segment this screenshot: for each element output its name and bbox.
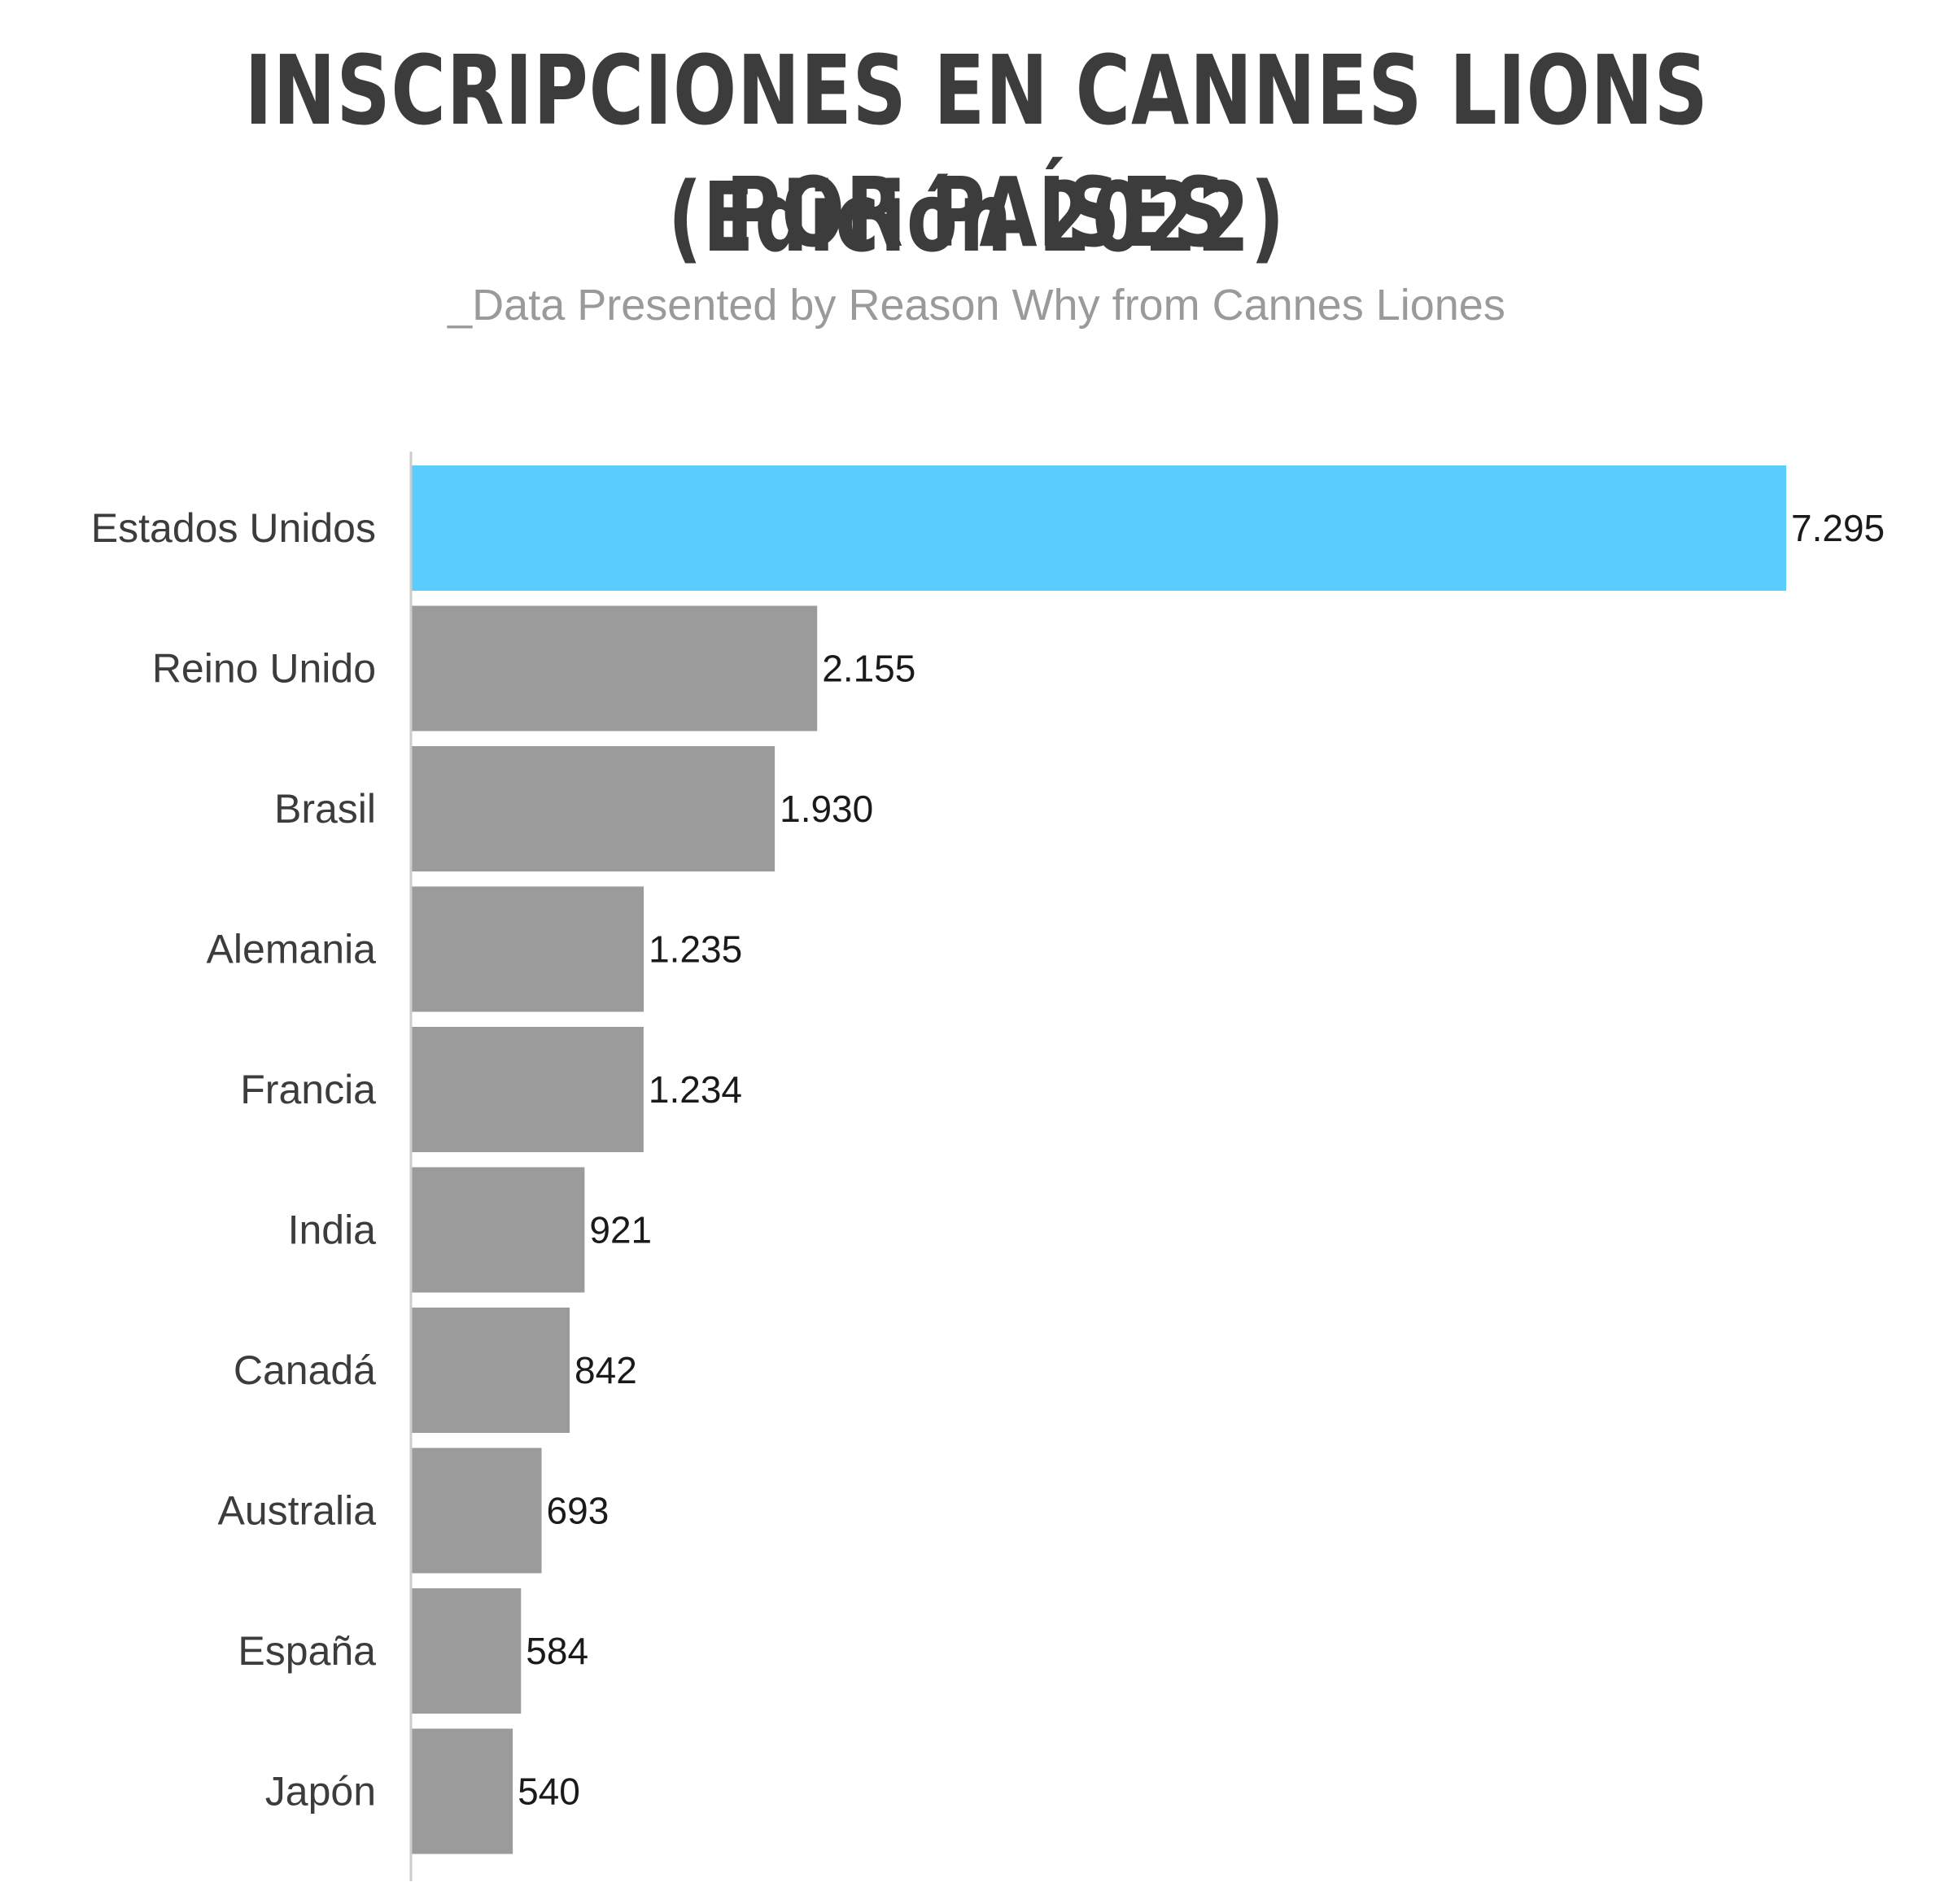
bar-reino-unido [411, 605, 818, 731]
category-label-brasil: Brasil [274, 786, 376, 832]
value-label-estados-unidos: 7.295 [1791, 507, 1885, 549]
category-label-australia: Australia [217, 1488, 376, 1534]
category-label-canada: Canadá [234, 1347, 376, 1393]
bar-alemania [411, 886, 644, 1012]
chart-title-line2: (Edición 2022) [667, 161, 1286, 273]
value-label-francia: 1.234 [649, 1068, 742, 1111]
bar-japon [411, 1728, 513, 1854]
category-label-estados-unidos: Estados Unidos [91, 505, 376, 551]
value-label-espana: 584 [526, 1630, 588, 1672]
value-label-canada: 842 [575, 1349, 637, 1391]
category-labels-group: Estados Unidos Reino Unido Brasil Alemania F… [91, 505, 376, 1814]
value-label-reino-unido: 2.155 [822, 648, 915, 690]
value-label-japon: 540 [518, 1771, 580, 1813]
value-label-alemania: 1.235 [649, 928, 742, 971]
bar-brasil [411, 746, 776, 871]
chart-subtitle: _Data Presented by Reason Why from Canne… [448, 281, 1505, 330]
value-labels-group: 7.295 2.155 1.930 1.235 1.234 921 842 693 584 540 [518, 507, 1885, 1813]
bar-francia [411, 1027, 644, 1152]
bar-australia [411, 1448, 542, 1574]
category-label-japon: Japón [265, 1769, 376, 1814]
chart-title-line1: INSCRIPCIONES EN CANNES LIONS POR PAÍSES [244, 34, 1709, 269]
category-label-india: India [288, 1207, 377, 1253]
category-label-reino-unido: Reino Unido [152, 646, 376, 692]
bar-estados-unidos [411, 465, 1786, 591]
value-label-brasil: 1.930 [780, 788, 873, 830]
value-label-australia: 693 [547, 1490, 609, 1532]
category-label-espana: España [238, 1628, 376, 1674]
value-label-india: 921 [589, 1209, 652, 1251]
bar-india [411, 1167, 585, 1293]
category-label-francia: Francia [240, 1067, 376, 1112]
bar-canada [411, 1308, 570, 1433]
bars-group [411, 465, 1786, 1854]
category-label-alemania: Alemania [207, 927, 377, 972]
bar-espana [411, 1588, 522, 1714]
